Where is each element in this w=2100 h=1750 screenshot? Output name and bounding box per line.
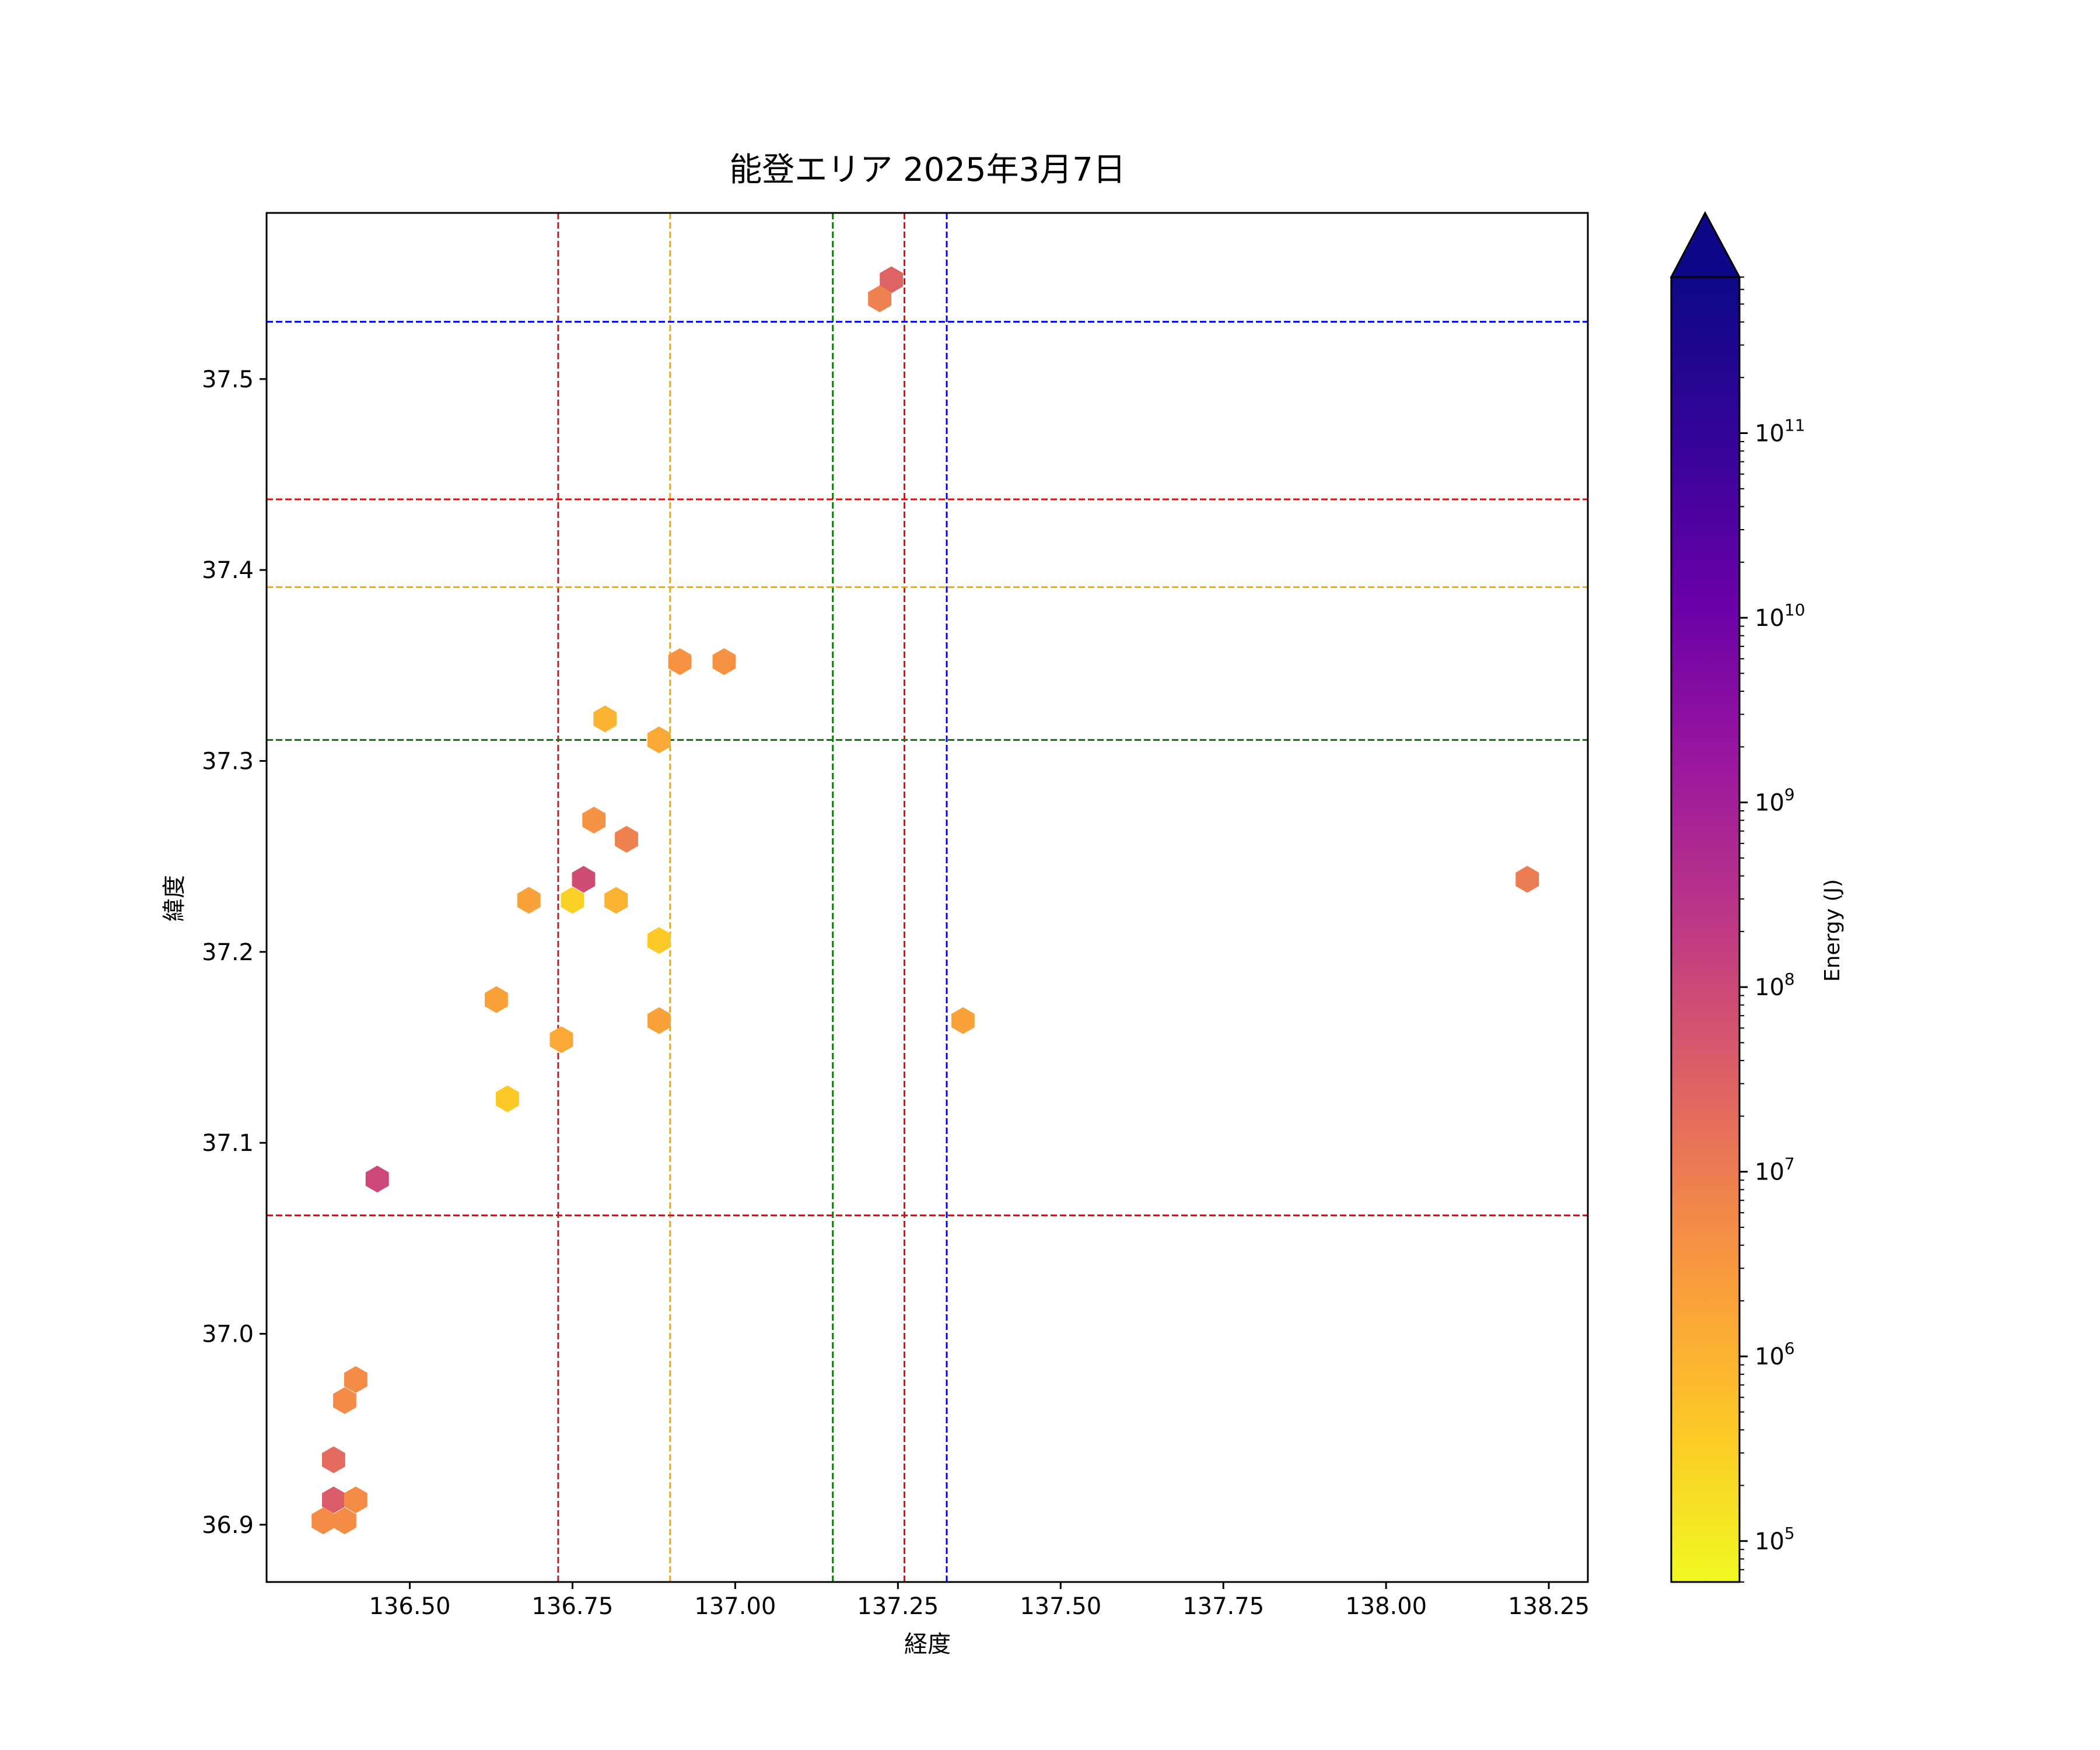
x-tick-label: 138.00 (1345, 1593, 1427, 1620)
x-tick-label: 137.25 (857, 1593, 939, 1620)
x-tick-label: 137.75 (1182, 1593, 1264, 1620)
x-tick-label: 136.50 (369, 1593, 450, 1620)
data-hexagon-26 (312, 1507, 335, 1535)
data-hexagon-17 (951, 1007, 975, 1034)
data-hexagon-4 (712, 648, 736, 676)
colorbar-extend-arrow (1670, 211, 1741, 278)
data-hexagon-22 (333, 1387, 356, 1414)
y-tick-label: 36.9 (202, 1512, 254, 1539)
data-hexagons (312, 266, 1539, 1535)
colorbar-tick-label: 106 (1755, 1339, 1795, 1370)
data-hexagon-21 (344, 1366, 368, 1393)
data-hexagon-2 (868, 285, 891, 313)
data-hexagon-20 (365, 1166, 389, 1193)
data-hexagon-25 (344, 1486, 368, 1514)
colorbar-tick-label: 107 (1755, 1154, 1795, 1186)
data-hexagon-8 (615, 825, 638, 853)
y-tick-label: 37.0 (202, 1321, 254, 1348)
y-tick-label: 37.4 (202, 557, 254, 584)
x-tick-label: 138.25 (1508, 1593, 1590, 1620)
x-axis: 136.50 136.75 137.00 137.25 137.50 137.75 138.… (369, 1582, 1590, 1620)
colorbar-tick-label: 1011 (1755, 416, 1805, 447)
data-hexagon-7 (582, 806, 606, 834)
x-tick-label: 136.75 (531, 1593, 613, 1620)
x-tick-label: 137.50 (1020, 1593, 1101, 1620)
data-hexagon-23 (322, 1446, 345, 1474)
y-axis: 36.9 37.0 37.1 37.2 37.3 37.4 37.5 (202, 366, 267, 1539)
x-axis-label: 経度 (904, 1631, 951, 1658)
colorbar-label: Energy (J) (1821, 879, 1845, 982)
y-axis-label: 緯度 (161, 875, 188, 922)
colorbar-tick-label: 1010 (1755, 600, 1805, 632)
data-hexagon-5 (593, 705, 617, 733)
data-hexagon-9 (572, 866, 596, 893)
data-hexagon-27 (333, 1507, 356, 1535)
data-hexagon-15 (484, 986, 508, 1013)
data-hexagon-6 (647, 726, 671, 754)
colorbar-gradient (1670, 276, 1741, 1583)
plot-frame (265, 212, 1589, 1583)
data-hexagon-1 (880, 266, 904, 293)
data-hexagon-14 (647, 927, 671, 954)
colorbar-tick-label: 105 (1755, 1524, 1795, 1555)
data-hexagon-18 (550, 1026, 573, 1054)
data-hexagon-10 (1516, 866, 1539, 893)
data-hexagon-24 (322, 1486, 345, 1514)
reference-lines (267, 213, 1588, 1582)
colorbar: 105 106 107 108 109 1010 1011 Energy (J) (1670, 211, 1845, 1583)
y-tick-label: 37.3 (202, 748, 254, 775)
data-hexagon-16 (647, 1007, 671, 1034)
colorbar-tick-label: 108 (1755, 970, 1795, 1001)
colorbar-tick-label: 109 (1755, 785, 1795, 817)
data-hexagon-3 (668, 648, 692, 676)
x-tick-label: 137.00 (694, 1593, 776, 1620)
colorbar-ticks: 105 106 107 108 109 1010 1011 (1740, 276, 1805, 1583)
data-hexagon-12 (561, 887, 584, 914)
y-tick-label: 37.5 (202, 366, 254, 393)
y-tick-label: 37.1 (202, 1130, 254, 1157)
y-tick-label: 37.2 (202, 939, 254, 966)
chart-title: 能登エリア 2025年3月7日 (729, 151, 1126, 189)
data-hexagon-19 (495, 1085, 519, 1112)
data-hexagon-11 (517, 887, 541, 914)
data-hexagon-13 (604, 887, 628, 914)
